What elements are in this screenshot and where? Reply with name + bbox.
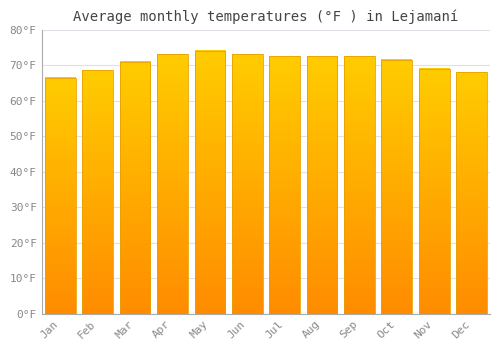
Bar xyxy=(45,78,76,314)
Bar xyxy=(232,55,262,314)
Bar xyxy=(456,72,487,314)
Bar xyxy=(344,56,374,314)
Bar xyxy=(194,51,225,314)
Title: Average monthly temperatures (°F ) in Lejamaní: Average monthly temperatures (°F ) in Le… xyxy=(74,10,458,24)
Bar xyxy=(120,62,150,314)
Bar xyxy=(382,60,412,314)
Bar xyxy=(157,55,188,314)
Bar xyxy=(419,69,450,314)
Bar xyxy=(270,56,300,314)
Bar xyxy=(306,56,338,314)
Bar xyxy=(82,70,113,314)
